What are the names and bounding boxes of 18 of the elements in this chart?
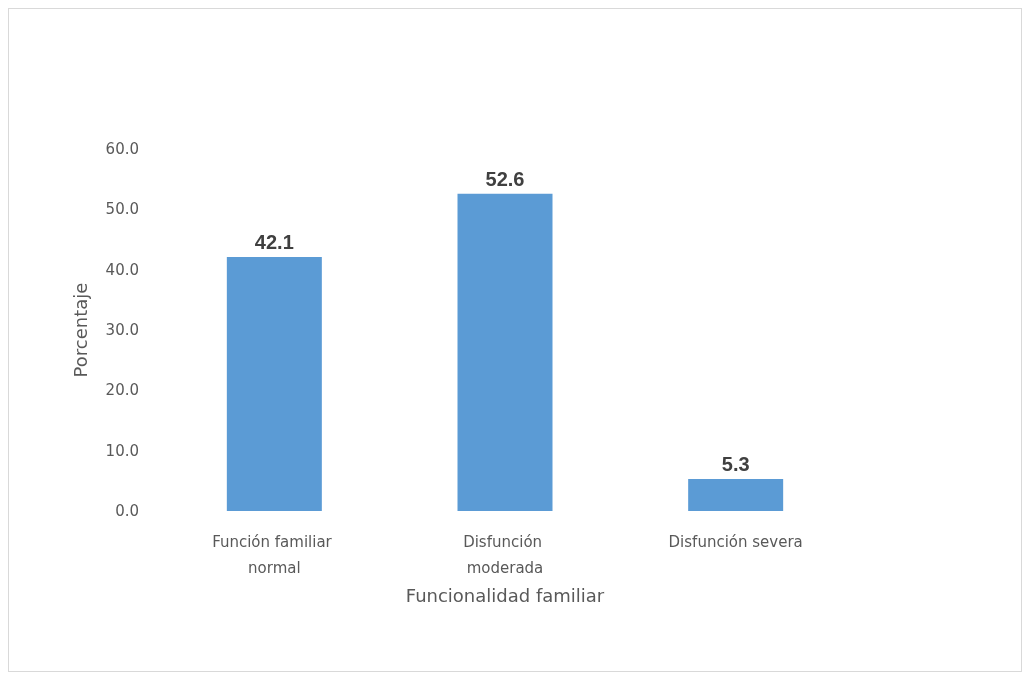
y-tick-label: 40.0 — [105, 260, 139, 279]
y-tick-label: 0.0 — [115, 502, 139, 520]
data-label: 5.3 — [721, 453, 750, 476]
x-tick-label: Disfunción moderada — [463, 533, 547, 577]
data-label: 52.6 — [485, 167, 525, 190]
y-tick-label: 10.0 — [105, 441, 139, 460]
bar — [688, 479, 784, 511]
data-label: 42.1 — [254, 231, 294, 253]
x-tick-label: Función familiar normal — [212, 533, 337, 577]
x-axis-title: Funcionalidad familiar — [405, 584, 605, 606]
bar — [457, 193, 553, 511]
y-axis-title: Porcentaje — [69, 282, 91, 378]
x-tick-label: Disfunción severa — [668, 533, 803, 551]
y-tick-label: 20.0 — [105, 381, 139, 400]
y-tick-label: 30.0 — [105, 321, 139, 339]
bar — [226, 257, 322, 511]
y-tick-label: 60.0 — [105, 140, 139, 158]
y-tick-label: 50.0 — [105, 200, 139, 219]
